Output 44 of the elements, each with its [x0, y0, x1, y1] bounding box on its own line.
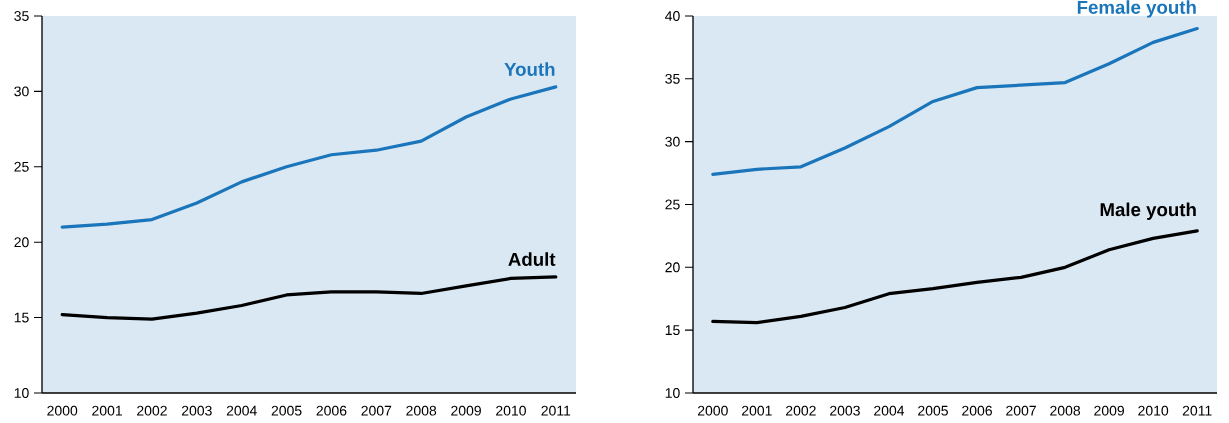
x-tick-label: 2008 — [406, 405, 437, 416]
x-tick-label: 2005 — [918, 405, 948, 416]
x-tick-label: 2009 — [1094, 405, 1125, 416]
series-label: Adult — [508, 252, 556, 266]
y-tick-label: 30 — [665, 136, 680, 147]
y-tick-label: 35 — [665, 73, 680, 84]
x-tick-label: 2000 — [47, 405, 78, 416]
x-tick-label: 2005 — [271, 405, 302, 416]
x-tick-label: 2007 — [361, 405, 392, 416]
x-tick-label: 2002 — [786, 405, 816, 416]
series-label: Male youth — [1100, 202, 1196, 220]
x-tick-label: 2004 — [226, 405, 257, 416]
x-tick-label: 2002 — [137, 405, 167, 416]
x-tick-label: 2009 — [451, 405, 481, 416]
line-series — [60, 275, 558, 321]
x-tick-label: 2010 — [1138, 405, 1169, 416]
x-tick-label: 2000 — [697, 405, 728, 416]
x-tick-label: 2011 — [541, 405, 571, 416]
y-tick-label: 15 — [665, 325, 680, 336]
y-tick-label: 25 — [665, 199, 680, 210]
x-tick-label: 2003 — [181, 405, 212, 416]
y-tick-label: 35 — [14, 11, 29, 21]
x-tick-label: 2006 — [962, 405, 992, 416]
x-tick-label: 2011 — [1182, 405, 1212, 416]
series-label: Youth — [504, 62, 555, 76]
x-tick-label: 2007 — [1006, 405, 1036, 416]
line-series — [60, 85, 558, 229]
x-tick-label: 2006 — [316, 405, 347, 416]
x-tick-label: 2004 — [874, 405, 905, 416]
x-tick-label: 2003 — [830, 405, 860, 416]
y-tick-label: 20 — [665, 262, 680, 273]
y-tick-label: 40 — [665, 11, 680, 21]
x-tick-label: 2001 — [741, 405, 772, 416]
x-tick-label: 2010 — [496, 405, 526, 416]
line-series — [711, 229, 1199, 325]
y-tick-label: 20 — [14, 237, 29, 248]
y-tick-label: 15 — [14, 312, 29, 323]
y-tick-label: 30 — [14, 86, 29, 97]
y-tick-label: 10 — [665, 388, 680, 398]
series-label: Female youth — [1077, 0, 1196, 18]
x-tick-label: 2001 — [92, 405, 122, 416]
y-tick-label: 10 — [14, 388, 29, 398]
x-tick-label: 2008 — [1050, 405, 1081, 416]
y-tick-label: 25 — [14, 161, 29, 172]
